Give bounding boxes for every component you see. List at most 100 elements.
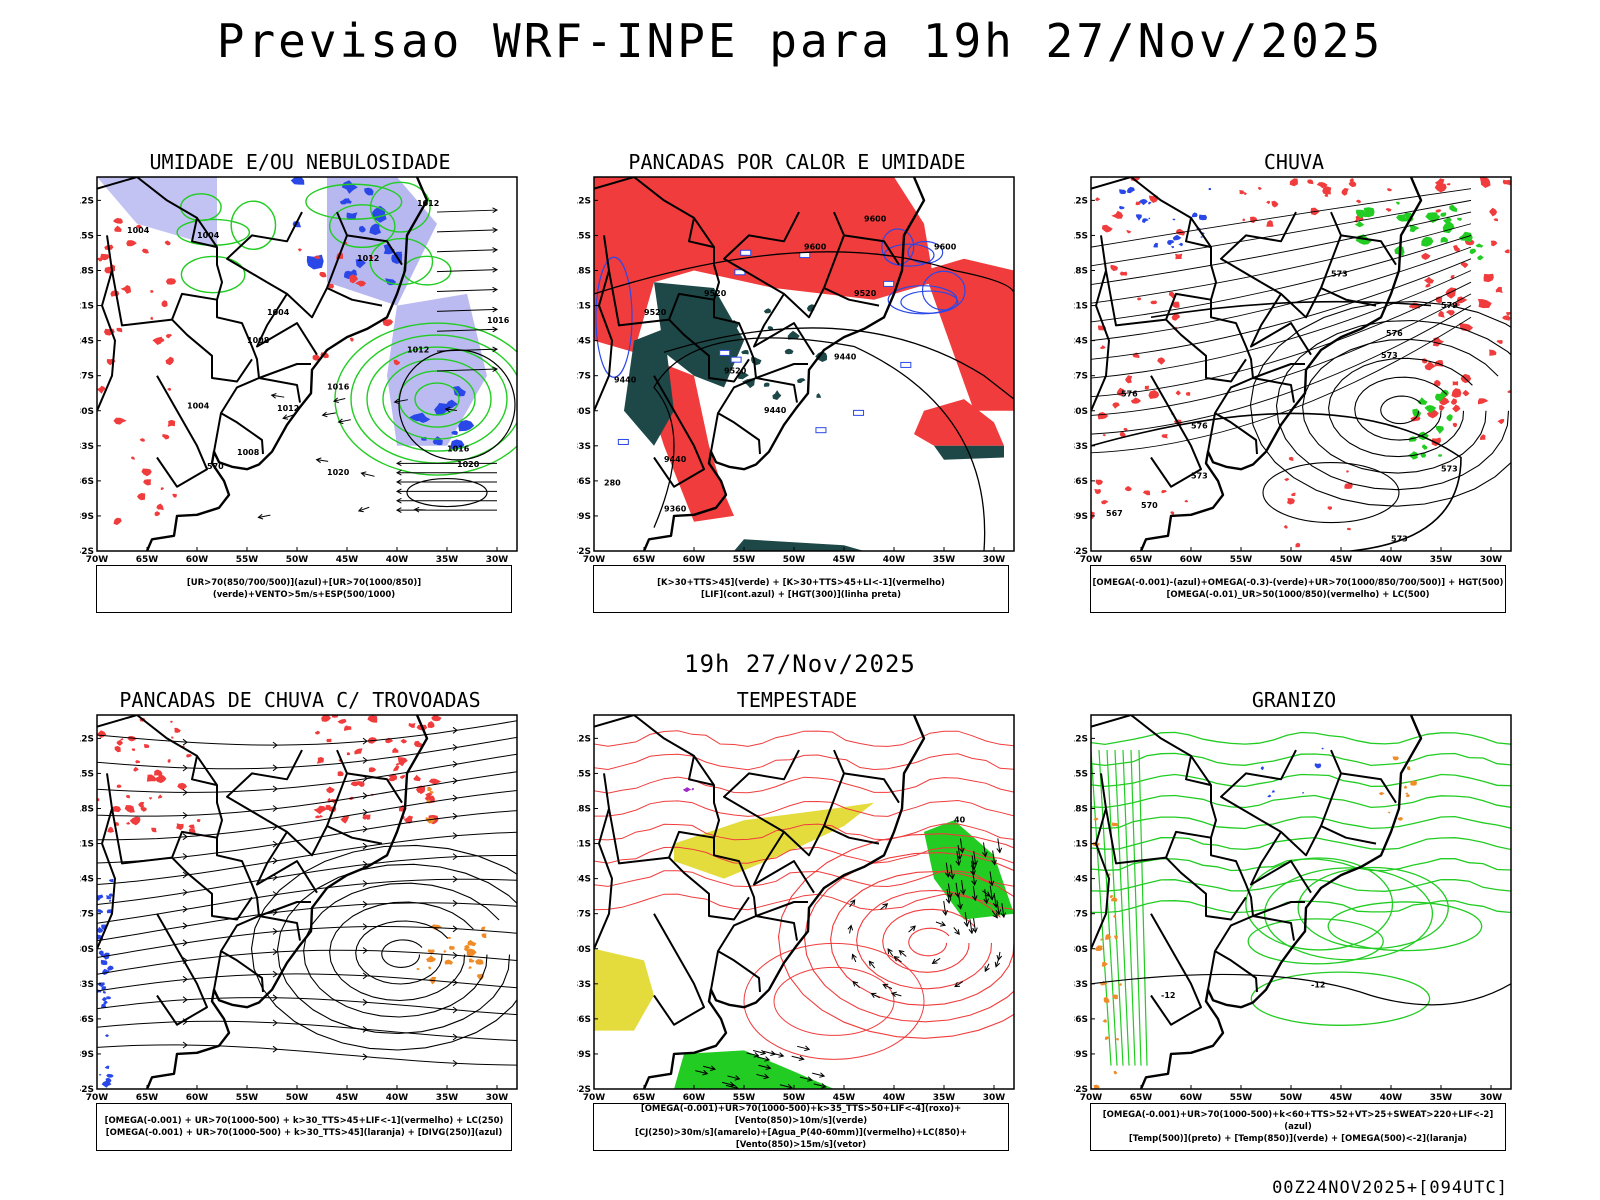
thermal-instability-cell	[797, 378, 806, 383]
lat-tick-label: 27S	[1074, 372, 1088, 382]
pressure-contour	[398, 349, 516, 461]
legend-line: [OMEGA(-0.01)_UR>50(1000/850)(vermelho) …	[1166, 590, 1430, 600]
divergence-cell	[108, 899, 112, 902]
divergence-cell	[105, 1077, 112, 1084]
lon-tick-label: 40W	[883, 1093, 906, 1103]
light-rain-cell	[1258, 186, 1262, 190]
lon-tick-label: 40W	[1380, 555, 1403, 565]
political-border	[191, 755, 218, 787]
hail-risk-cell	[1271, 790, 1275, 793]
thunderstorm-cell	[314, 730, 321, 735]
streamline	[97, 753, 517, 793]
light-rain-cell	[1504, 249, 1510, 254]
light-rain-cell	[1119, 271, 1128, 276]
moderate-rain-cell	[1469, 248, 1477, 255]
streamline-arrow	[182, 889, 188, 896]
light-rain-cell	[1496, 340, 1503, 344]
temperature-850-contour	[1247, 918, 1384, 965]
streamline-arrow	[182, 853, 188, 860]
political-border	[753, 831, 815, 894]
contour-value-label: 1012	[407, 345, 429, 354]
thickness-contour-fragment	[150, 316, 154, 320]
moderate-rain-cell	[1405, 215, 1414, 222]
upward-motion-cell	[1148, 217, 1151, 220]
lat-tick-label: 36S	[1074, 477, 1088, 487]
wind-vector	[971, 855, 975, 870]
wind-vector-head	[898, 950, 905, 956]
wind-vector-head	[332, 397, 339, 403]
political-border	[843, 772, 900, 804]
light-rain-cell	[1123, 428, 1128, 432]
contour-value-label: 567	[1106, 509, 1123, 518]
wind-vector	[953, 927, 960, 935]
wind-vector-head	[492, 326, 499, 333]
wind-vector-head	[996, 847, 1003, 854]
temperature-850-contour	[1138, 750, 1148, 1066]
coastline	[642, 177, 926, 551]
light-rain-cell	[1144, 385, 1150, 390]
wind-vector	[799, 1076, 813, 1081]
streamline-arrow	[182, 975, 188, 983]
light-rain-cell	[1438, 310, 1445, 318]
thunderstorm-cell	[315, 815, 320, 819]
streamline	[97, 855, 517, 906]
map-frame	[593, 714, 1015, 1090]
thunderstorm-cell	[367, 715, 378, 723]
political-border	[258, 915, 301, 941]
temperature-850-contour	[1114, 750, 1130, 1066]
contour-value-label: 1008	[237, 448, 260, 457]
streamline-arrow	[182, 939, 188, 947]
light-rain-cell	[1349, 178, 1354, 182]
divergence-cell	[106, 1073, 114, 1078]
wind-vector	[954, 981, 964, 988]
map-content: 9600 9600 9600 9520 9520 9520 9440 9520 9440 9440…	[594, 177, 1014, 551]
light-rain-cell	[1266, 200, 1270, 205]
temperature-850-contour	[1091, 878, 1511, 892]
streamline	[97, 1044, 517, 1066]
light-rain-cell	[1452, 422, 1457, 428]
lat-tick-label: 33S	[80, 980, 94, 990]
divergence-cell	[101, 1003, 107, 1009]
wind-vector-head	[282, 414, 289, 420]
wind-vector-head	[753, 1052, 760, 1058]
thickness-contour-fragment	[167, 419, 176, 427]
divergence-cell	[97, 909, 103, 914]
thickness-contour-fragment	[150, 290, 154, 293]
lon-tick-label: 60W	[1180, 555, 1203, 565]
streamline-arrow	[182, 922, 188, 930]
thunderstorm-cell	[321, 715, 331, 722]
contour-value-label: 9520	[704, 289, 727, 298]
instability-area	[924, 258, 1014, 411]
temperature-850-contour	[1091, 731, 1511, 746]
wind-vector	[436, 368, 498, 372]
thunderstorm-cell	[346, 752, 351, 756]
light-rain-cell	[1126, 230, 1132, 234]
panel-legend: [OMEGA(-0.001)+UR>70(1000-500)+k<60+TTS>…	[1090, 1103, 1506, 1151]
temperature-850-contour	[1091, 773, 1511, 788]
lat-tick-label: 30S	[1074, 945, 1088, 955]
contour-value-label: 573	[1381, 351, 1398, 360]
lon-tick-label: 30W	[983, 1093, 1006, 1103]
light-rain-cell	[1495, 286, 1503, 293]
political-border	[653, 913, 705, 1026]
lat-tick-label: 18S	[80, 267, 94, 277]
lon-tick-label: 35W	[933, 1093, 956, 1103]
contour-value-label: 9520	[644, 308, 667, 317]
thunderstorm-cell	[340, 815, 350, 824]
wind-vector	[333, 398, 346, 402]
streamline	[1091, 316, 1472, 454]
lat-tick-label: 36S	[577, 1015, 591, 1025]
pressure-contour	[406, 477, 488, 508]
streamline	[1091, 270, 1472, 379]
strong-updraft-cell	[1117, 983, 1122, 986]
political-border	[226, 211, 303, 284]
political-border	[1252, 377, 1295, 403]
map-content: 1012 1004 1004 1012 1004 1016 1008 1012 1016 1004…	[97, 177, 517, 551]
lat-tick-label: 36S	[80, 1015, 94, 1025]
moderate-rain-cell	[1449, 204, 1458, 212]
light-rain-cell	[1387, 188, 1393, 192]
streamline-arrow	[272, 1019, 278, 1027]
streamline-arrow	[362, 792, 368, 800]
lat-tick-label: 15S	[80, 231, 94, 241]
map-frame	[96, 176, 518, 552]
